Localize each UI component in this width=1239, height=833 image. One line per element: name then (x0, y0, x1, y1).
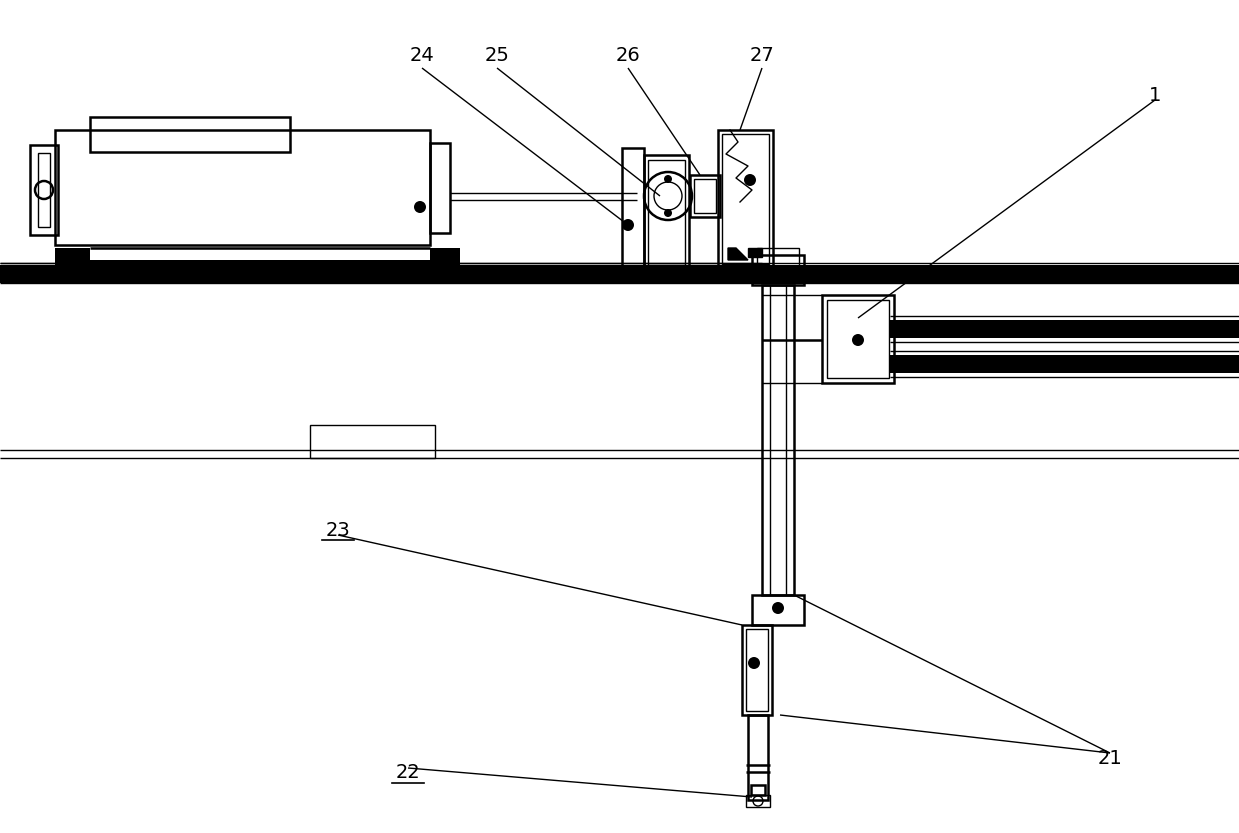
Bar (742, 625, 772, 715)
Bar (722, 134, 769, 264)
Bar (762, 285, 794, 595)
Bar (746, 795, 769, 807)
Bar (890, 355, 1239, 373)
Bar (30, 145, 58, 235)
Bar (644, 155, 689, 268)
Bar (622, 148, 644, 268)
Text: 24: 24 (410, 46, 435, 64)
Circle shape (664, 209, 672, 217)
Bar (55, 248, 460, 266)
Bar (752, 255, 804, 285)
Bar (310, 425, 435, 458)
Bar (752, 595, 804, 625)
Bar (760, 265, 1239, 283)
Polygon shape (748, 248, 762, 257)
Circle shape (852, 334, 864, 346)
Bar (694, 179, 716, 213)
Circle shape (748, 657, 760, 669)
Bar (90, 117, 290, 152)
Circle shape (772, 602, 784, 614)
Bar (748, 715, 768, 800)
Bar (821, 295, 895, 383)
Bar (717, 130, 773, 268)
Text: 21: 21 (1098, 749, 1123, 767)
Bar (757, 248, 799, 268)
Text: 25: 25 (484, 46, 509, 64)
Bar (648, 160, 685, 265)
Bar (690, 175, 720, 217)
Bar (826, 300, 890, 378)
Bar (55, 130, 430, 245)
Bar (890, 320, 1239, 338)
Text: 27: 27 (750, 46, 774, 64)
Circle shape (743, 174, 756, 186)
Bar (430, 143, 450, 233)
Text: 1: 1 (1149, 86, 1161, 104)
Bar (90, 248, 430, 260)
Polygon shape (729, 248, 748, 260)
Circle shape (414, 201, 426, 213)
Bar (38, 153, 50, 227)
Bar (751, 785, 764, 795)
Circle shape (664, 175, 672, 183)
Text: 22: 22 (395, 764, 420, 782)
Bar (746, 629, 768, 711)
Text: 23: 23 (326, 521, 351, 540)
Text: 26: 26 (616, 46, 641, 64)
Bar (0, 265, 762, 283)
Circle shape (622, 219, 634, 231)
